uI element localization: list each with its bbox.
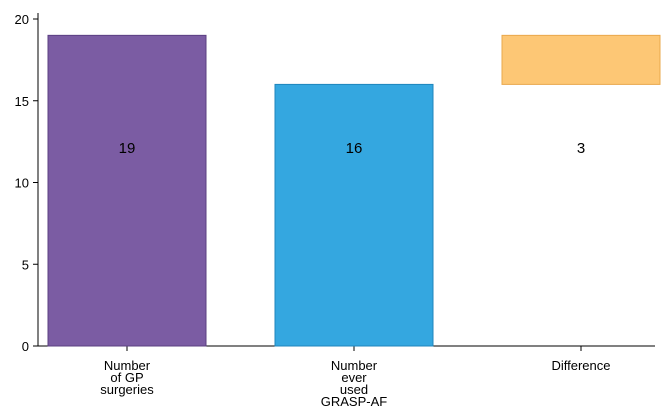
category-label-line: GRASP-AF	[321, 394, 388, 409]
bar-value-label: 19	[119, 140, 136, 157]
bar	[501, 34, 661, 85]
bar-value-label: 16	[346, 140, 363, 157]
bar	[47, 34, 207, 347]
data-labels: 19 16 3	[119, 140, 586, 157]
category-label-line: Number	[104, 358, 151, 373]
x-category-label: Number of GP surgeries	[100, 358, 154, 397]
category-label-line: used	[340, 382, 368, 397]
y-tick-label: 0	[22, 339, 29, 354]
y-tick-label: 10	[15, 176, 29, 191]
y-tick-label: 20	[15, 12, 29, 27]
x-category-label: Number ever used GRASP-AF	[321, 358, 388, 409]
category-label-line: ever	[341, 370, 367, 385]
bars	[47, 34, 661, 347]
x-category-label: Difference	[551, 358, 610, 373]
category-label-line: of GP	[110, 370, 143, 385]
y-axis: 0 5 10 15 20	[15, 12, 39, 354]
bar	[274, 83, 434, 347]
y-tick-label: 5	[22, 257, 29, 272]
bar-value-label: 3	[577, 140, 585, 157]
category-label-line: Number	[331, 358, 378, 373]
category-label-line: Difference	[551, 358, 610, 373]
y-tick-label: 15	[15, 94, 29, 109]
x-axis	[38, 345, 655, 351]
category-label-line: surgeries	[100, 382, 154, 397]
